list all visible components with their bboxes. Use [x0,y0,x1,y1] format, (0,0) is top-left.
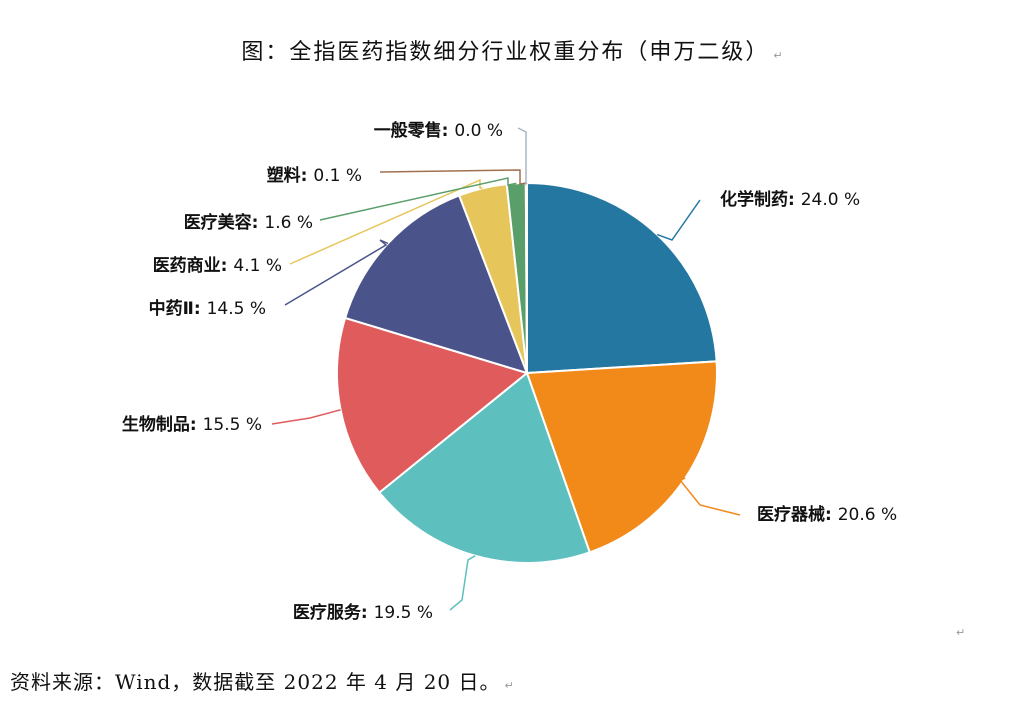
slice-label-name: 医疗服务: [293,602,374,623]
slice-label-value: 0.0 % [454,121,503,141]
slice-label-value: 0.1 % [313,166,362,186]
pie-slice-8 [526,183,527,373]
leader-line-2 [680,478,740,515]
slice-label-5: 中药Ⅱ: 14.5 % [149,298,266,319]
slice-label-7: 医疗美容: 1.6 % [184,212,313,233]
slice-label-value: 4.1 % [233,256,282,276]
source-text: 资料来源：Wind，数据截至 2022 年 4 月 20 日。 [10,670,501,694]
leader-line-4 [272,410,341,425]
slice-label-value: 14.5 % [207,299,266,319]
slice-label-name: 塑料: [267,165,314,186]
slice-label-name: 一般零售: [374,120,455,141]
pie-slice-1 [527,183,717,373]
paragraph-mark-source: ↵ [505,679,514,692]
pie-slices [337,183,717,563]
slice-label-4: 生物制品: 15.5 % [122,414,262,435]
paragraph-mark-stray: ↵ [956,626,965,639]
slice-label-1: 化学制药: 24.0 % [720,189,860,210]
slice-label-value: 1.6 % [264,213,313,233]
leader-line-1 [657,200,700,240]
slice-label-name: 医疗美容: [184,212,265,233]
slice-label-value: 24.0 % [801,190,860,210]
leader-line-8 [380,170,526,184]
slice-label-value: 15.5 % [203,415,262,435]
slice-label-2: 医疗器械: 20.6 % [757,504,897,525]
source-note: 资料来源：Wind，数据截至 2022 年 4 月 20 日。 ↵ [10,666,514,695]
slice-label-name: 中药Ⅱ: [149,298,207,319]
slice-label-name: 化学制药: [720,189,801,210]
slice-label-6: 医药商业: 4.1 % [153,255,282,276]
slice-label-name: 医药商业: [153,255,234,276]
slice-label-3: 医疗服务: 19.5 % [293,602,433,623]
slice-label-name: 医疗器械: [757,504,838,525]
slice-label-value: 20.6 % [838,505,897,525]
slice-label-name: 生物制品: [122,414,203,435]
slice-label-value: 19.5 % [374,603,433,623]
slice-label-8: 塑料: 0.1 % [267,165,362,186]
leader-line-3 [450,556,475,610]
slice-label-9: 一般零售: 0.0 % [374,120,503,141]
